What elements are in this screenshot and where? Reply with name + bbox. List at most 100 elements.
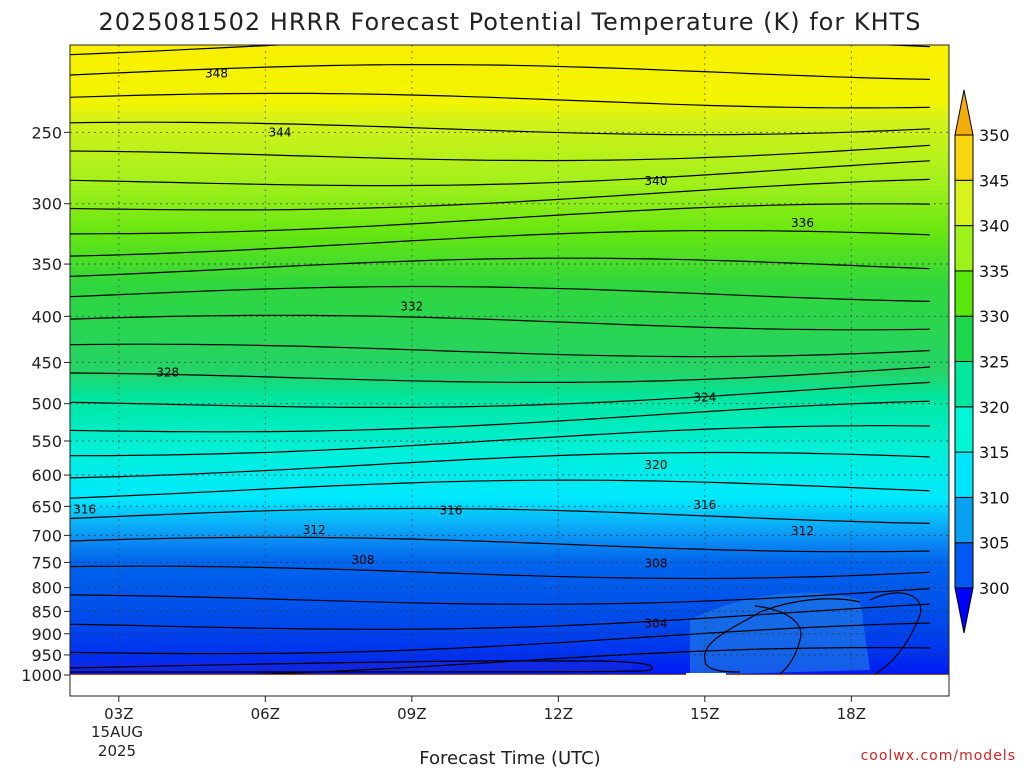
y-tick-label: 250 (31, 123, 62, 142)
colorbar-tick-label: 345 (979, 171, 1010, 190)
contour-label: 312 (303, 523, 326, 537)
colorbar-tick-label: 300 (979, 579, 1010, 598)
colorbar-over-arrow (954, 89, 974, 136)
isentrope-line (70, 479, 931, 499)
x-tick-label: 12Z (544, 705, 573, 723)
y-axis: 250 300 350 400 450 500 550 600 650 700 750 800 850 9… (21, 123, 70, 685)
potential-temperature-field (70, 45, 949, 675)
colorbar-segment (954, 134, 974, 181)
colorbar-tick-label: 315 (979, 443, 1010, 462)
y-tick-label: 750 (31, 553, 62, 572)
contour-label: 304 (645, 617, 668, 631)
isentrope-line (70, 230, 931, 257)
isentrope-line (70, 381, 931, 408)
isentrope-line (70, 343, 931, 358)
plot-grid (70, 45, 949, 675)
y-tick-label: 450 (31, 353, 62, 372)
colorbar-tick-label: 310 (979, 488, 1010, 507)
colorbar-tick-label: 330 (979, 307, 1010, 326)
date-label-day: 15AUG (91, 723, 143, 741)
contour-label: 308 (352, 553, 375, 567)
isentrope-line (70, 121, 931, 136)
isentrope-line (70, 257, 931, 277)
plot-frame (69, 44, 950, 697)
contour-label: 316 (439, 504, 462, 518)
y-tick-label: 500 (31, 395, 62, 414)
ground-surface (70, 674, 949, 675)
contour-label: 308 (645, 556, 668, 570)
isentrope-line (70, 588, 931, 605)
y-tick-label: 300 (31, 195, 62, 214)
isentrope-line (70, 565, 931, 580)
colorbar-segment (954, 315, 974, 363)
cool-surface-layer (70, 660, 634, 672)
contour-label: 328 (156, 366, 179, 380)
x-tick-label: 03Z (104, 705, 133, 723)
colorbar: 300 305 310 315 320 325 330 335 340 345 350 (954, 89, 1010, 634)
y-tick-label: 700 (31, 526, 62, 545)
x-tick-label: 18Z (837, 705, 866, 723)
colorbar-segment (954, 179, 974, 227)
x-tick-label: 06Z (251, 705, 280, 723)
isentrope-line (869, 592, 922, 675)
contour-label: 320 (645, 458, 668, 472)
colorbar-segment (954, 270, 974, 317)
colorbar-tick-label: 340 (979, 217, 1010, 236)
contour-label: 312 (791, 524, 814, 538)
x-tick-label: 15Z (690, 705, 719, 723)
contour-label: 336 (791, 216, 814, 230)
isentrope-line (70, 178, 931, 211)
y-tick-label: 900 (31, 625, 62, 644)
contour-labels: 348 344 340 336 332 328 324 320 316 316 316 312 312 3… (73, 66, 814, 631)
y-tick-label: 400 (31, 307, 62, 326)
isentrope-line (70, 507, 931, 524)
colorbar-segment (954, 406, 974, 453)
contour-label: 348 (205, 66, 228, 80)
isentrope-line (70, 63, 931, 80)
isentrope-line (704, 598, 861, 673)
colorbar-segment (954, 496, 974, 544)
date-label-year: 2025 (98, 742, 136, 760)
y-tick-label: 350 (31, 255, 62, 274)
contour-label: 324 (693, 390, 716, 404)
y-tick-label: 550 (31, 432, 62, 451)
warm-surface-patch (690, 592, 870, 675)
x-tick-label: 09Z (397, 705, 426, 723)
colorbar-tick-label: 305 (979, 534, 1010, 553)
colorbar-segment (954, 542, 974, 589)
isentrope-line (70, 400, 931, 433)
contour-label: 332 (400, 299, 423, 313)
y-tick-label: 800 (31, 579, 62, 598)
isentrope-line (70, 660, 653, 673)
contour-label: 344 (269, 125, 292, 139)
x-axis-label: Forecast Time (UTC) (419, 748, 600, 768)
y-tick-label: 1000 (21, 666, 62, 685)
credit-text: coolwx.com/models (861, 748, 1016, 764)
contour-label: 340 (645, 174, 668, 188)
y-tick-label: 850 (31, 602, 62, 621)
isentrope-line (217, 646, 931, 675)
isentrope-line (70, 603, 931, 630)
isentrope-line (70, 366, 931, 383)
isentrope-line (70, 622, 931, 655)
colorbar-under-arrow (954, 587, 974, 634)
isentrope-line (70, 285, 931, 302)
colorbar-segment (954, 451, 974, 498)
colorbar-tick-label: 325 (979, 353, 1010, 372)
x-axis: 03Z 06Z 09Z 12Z 15Z 18Z (104, 696, 866, 723)
isentrope-line (70, 144, 931, 162)
colorbar-segment (954, 361, 974, 408)
contour-label: 316 (73, 502, 96, 516)
colorbar-tick-label: 350 (979, 126, 1010, 145)
isentrope-line (70, 451, 931, 479)
colorbar-segment (954, 225, 974, 272)
isentrope-contours (70, 45, 931, 675)
isentrope-line (70, 314, 931, 331)
isentrope-line (70, 92, 931, 109)
isentrope-line (70, 536, 931, 553)
colorbar-tick-label: 320 (979, 398, 1010, 417)
colorbar-tick-label: 335 (979, 262, 1010, 281)
isentrope-line (70, 425, 931, 457)
isentrope-line (70, 203, 931, 235)
